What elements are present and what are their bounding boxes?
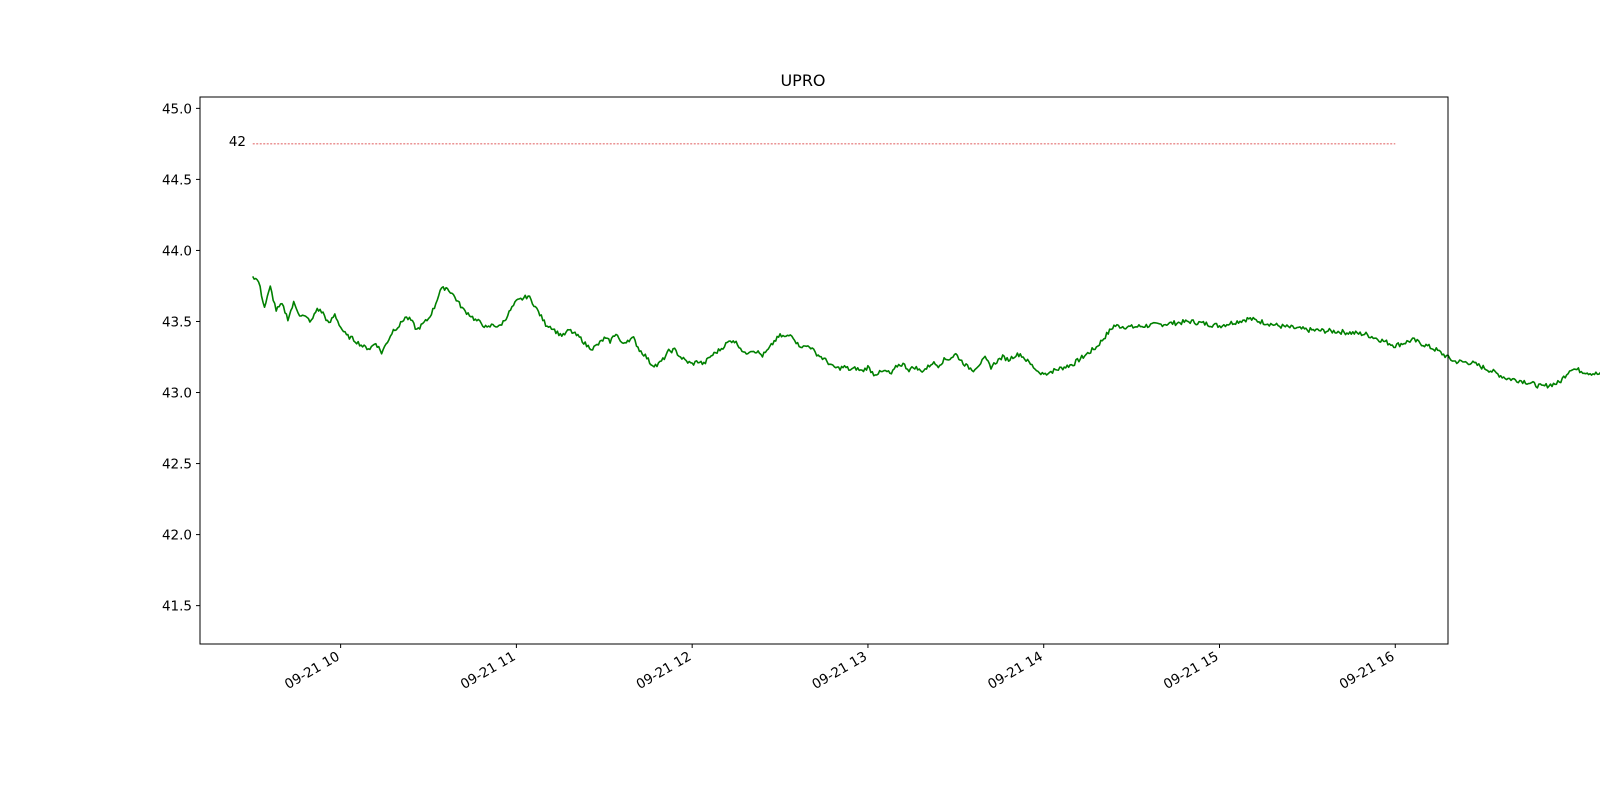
y-tick-label: 43.5 [162,314,192,330]
price-line [252,276,1600,389]
y-tick-label: 44.5 [162,172,192,188]
y-tick-label: 41.5 [162,599,192,615]
y-tick-label: 45.0 [162,101,192,117]
axes-frame [199,96,1449,645]
y-tick-label: 42.0 [162,528,192,544]
chart-title: UPRO [780,71,825,90]
y-tick-label: 42.5 [162,457,192,473]
y-tick-label: 43.0 [162,386,192,402]
y-tick-label: 44.0 [162,243,192,259]
reference-line-label: 42 [229,134,246,150]
